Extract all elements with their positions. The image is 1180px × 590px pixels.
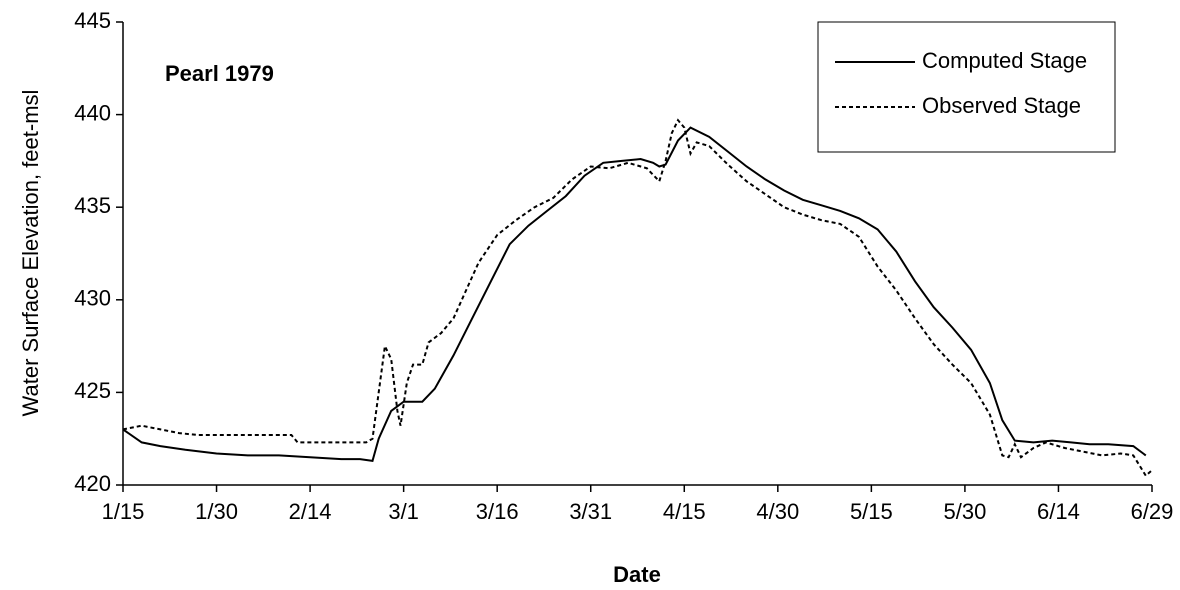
legend-label: Computed Stage: [922, 48, 1087, 73]
x-tick-label: 5/30: [943, 499, 986, 524]
x-tick-label: 6/29: [1131, 499, 1174, 524]
y-tick-label: 420: [74, 471, 111, 496]
x-tick-label: 5/15: [850, 499, 893, 524]
y-tick-label: 440: [74, 100, 111, 125]
y-tick-label: 430: [74, 286, 111, 311]
legend-box: [817, 21, 1116, 153]
x-tick-label: 1/15: [102, 499, 145, 524]
x-tick-label: 4/15: [663, 499, 706, 524]
y-axis-label: Water Surface Elevation, feet-msl: [18, 90, 43, 417]
y-tick-label: 435: [74, 193, 111, 218]
data-line: [122, 126, 1147, 463]
y-tick-label: 425: [74, 378, 111, 403]
legend-label: Observed Stage: [922, 93, 1081, 118]
y-tick-label: 445: [74, 8, 111, 33]
x-tick-label: 2/14: [289, 499, 332, 524]
data-line: [122, 118, 1153, 478]
x-tick-label: 3/31: [569, 499, 612, 524]
x-axis-label: Date: [613, 562, 661, 587]
x-tick-label: 1/30: [195, 499, 238, 524]
x-tick-label: 3/1: [388, 499, 419, 524]
annotation: Pearl 1979: [165, 61, 274, 86]
x-tick-label: 4/30: [756, 499, 799, 524]
x-tick-label: 6/14: [1037, 499, 1080, 524]
x-tick-label: 3/16: [476, 499, 519, 524]
